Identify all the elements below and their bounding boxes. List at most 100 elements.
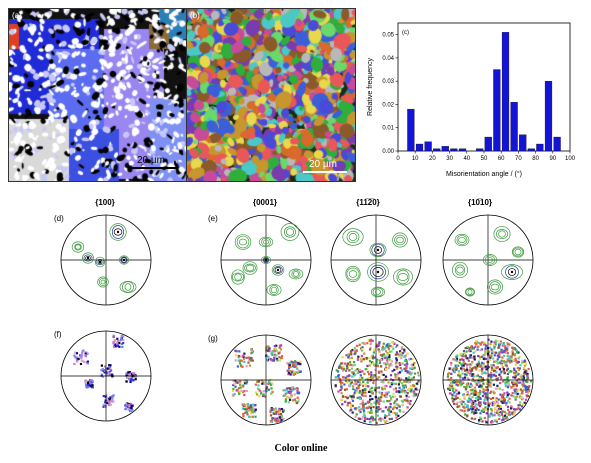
pole-figure-point [510,359,513,362]
pole-figure-point [362,357,365,361]
pole-figure-point [371,357,375,360]
pole-figure-point [388,412,391,415]
pole-figure-point [459,382,462,386]
pole-figure-point [251,403,255,406]
pole-figure-point [375,406,379,409]
pole-figure-point [476,374,480,377]
pole-figure-point [376,414,380,417]
pole-figure-point [523,388,526,391]
pole-figure-point [506,351,509,355]
pole-figure-point [391,395,394,398]
pole-figure-point [373,386,376,390]
pole-figure-point [505,401,508,405]
pole-figure-point [115,345,118,348]
pole-figure-point [387,348,390,351]
pole-figure-point [516,408,519,411]
pole-figure-e2-contours [330,214,422,306]
pole-figure-point [348,374,351,377]
pole-figure-point [337,366,341,369]
pole-figure-point [485,368,488,371]
pole-figure-point [297,392,301,395]
pole-figure-point [273,348,276,351]
pole-figure-point [472,351,475,354]
pole-figure-point [352,387,355,391]
pole-figure-point [351,375,354,378]
pole-figure-point [86,384,90,387]
pole-figure-point [510,381,514,384]
pole-figure-point [409,400,412,403]
pole-figure-point [356,380,360,383]
histogram-frame [397,22,571,152]
pole-figure-point [514,397,517,400]
pole-figure-point [394,400,397,403]
pole-figure-max-point [376,270,380,274]
pole-figure-point [353,346,357,350]
pole-figure-contour [495,229,509,239]
pole-figure-point [380,358,383,361]
pole-figure-point [366,364,369,368]
pole-figure-point [484,402,487,405]
pole-figure-contour [451,261,469,279]
pole-figure-point [274,347,278,350]
pole-figure-contour [375,289,381,295]
pole-figure-point [356,344,359,348]
pole-figure-point [506,376,509,379]
pole-figure-point [278,416,281,419]
pole-figure-point [499,371,502,375]
pole-figure-point [360,348,364,351]
pole-figure-point [477,395,480,398]
pole-figure-point [268,350,271,353]
pole-figure-contour [83,254,93,262]
pole-figure-point [365,406,369,409]
pole-figure-point [500,400,503,403]
pole-figure-point [451,400,455,403]
pole-figure-point [363,413,366,416]
pole-figure-contour [111,225,125,239]
pole-figure-point [480,361,484,364]
pole-figure-point [523,366,526,370]
pole-figure-point [350,381,354,384]
pole-figure-point [349,403,353,406]
pole-figure-point [474,366,477,369]
pole-figure-point [273,356,276,359]
pole-figure-point [236,365,240,368]
pole-figure-point [525,369,528,372]
pole-figure-point [405,380,408,383]
pole-figure-point [80,354,83,357]
pole-figure-point [279,413,283,416]
pole-figure-point [106,367,110,370]
pole-figure-contour [346,267,360,281]
pole-figure-point [292,372,296,375]
pole-figure-point [515,395,518,398]
pole-figure-point [270,352,273,355]
pole-figure-point [243,360,246,363]
pole-figure-point [500,419,504,422]
pole-figure-point [487,380,490,384]
pole-figure-point [401,384,405,387]
pole-figure-point [363,352,366,355]
pole-figure-point [464,388,468,391]
pole-figure-point [506,367,510,371]
pole-figure-point [286,389,289,393]
pole-figure-point [513,367,516,370]
pole-figure-point [249,409,252,412]
pole-figure-point [469,369,472,372]
pole-figure-point [361,415,365,418]
pole-figure-point [249,404,252,407]
pole-figure-point [409,373,412,376]
pole-figure-contour [505,265,519,279]
pole-figure-point [367,411,370,414]
pole-figure-point [499,375,502,379]
pole-figure-point [399,350,402,353]
pole-figure-point [350,352,353,355]
pole-figure-point [468,397,471,400]
pole-figure-point [394,387,398,390]
pole-figure-point [479,401,482,404]
pole-figure-point [376,377,379,380]
pole-figure-point [521,392,524,395]
pole-figure-point [458,405,461,408]
pole-figure-point [243,411,247,414]
pole-figure-point [358,391,361,394]
pole-figure-point [500,377,503,380]
pole-figure-point [383,416,387,419]
